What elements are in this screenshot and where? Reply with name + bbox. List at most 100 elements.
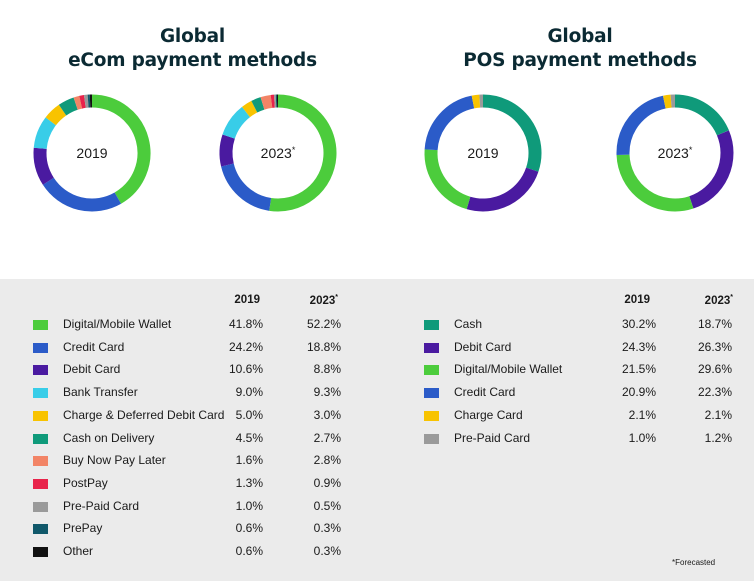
pos-donut-2023-slice-0 bbox=[674, 94, 729, 136]
value-2023: 2.1% bbox=[704, 407, 732, 422]
value-2023: 2.8% bbox=[313, 453, 341, 468]
legend-label: Pre-Paid Card bbox=[63, 498, 140, 513]
value-2019: 1.0% bbox=[628, 430, 656, 445]
legend-row: Pre-Paid Card 1.0% 1.2% bbox=[424, 430, 744, 448]
ecom-donut-2019-slice-3 bbox=[33, 117, 57, 150]
legend-row: Pre-Paid Card 1.0% 0.5% bbox=[33, 498, 353, 516]
pos-donut-2019-slice-0 bbox=[482, 94, 542, 172]
legend-row: Charge & Deferred Debit Card 5.0% 3.0% bbox=[33, 407, 353, 425]
legend-label: Pre-Paid Card bbox=[454, 430, 531, 445]
legend-row: Debit Card 24.3% 26.3% bbox=[424, 339, 744, 357]
legend-row: PrePay 0.6% 0.3% bbox=[33, 520, 353, 538]
legend-swatch bbox=[33, 365, 48, 376]
legend-label: Digital/Mobile Wallet bbox=[63, 317, 172, 331]
ecom-donut-2019-slice-2 bbox=[33, 147, 54, 185]
legend-label: PostPay bbox=[63, 475, 108, 490]
pos-donut-2023-slice-3 bbox=[616, 95, 666, 156]
ecom-chart-title: Global eCom payment methods bbox=[20, 25, 365, 73]
value-2019: 30.2% bbox=[621, 317, 656, 331]
ecom-header-2023: 2023* bbox=[309, 294, 338, 307]
ecom-donut-2019-slice-4 bbox=[45, 104, 67, 126]
value-2019: 24.3% bbox=[621, 339, 656, 354]
legend-swatch bbox=[33, 524, 48, 535]
pos-donut-2019-slice-1 bbox=[466, 167, 539, 212]
value-2023: 29.6% bbox=[697, 362, 732, 377]
value-2019: 0.6% bbox=[235, 544, 263, 558]
value-2023: 0.3% bbox=[313, 521, 341, 536]
legend-label: Credit Card bbox=[454, 385, 516, 400]
legend-label: PrePay bbox=[63, 521, 103, 536]
legend-swatch bbox=[33, 320, 48, 330]
legend-label: Charge Card bbox=[454, 407, 523, 422]
value-2019: 24.2% bbox=[228, 339, 263, 354]
pos-donut-2023-slice-4 bbox=[662, 94, 672, 109]
pos-title-line1: Global bbox=[547, 26, 613, 47]
value-2023: 0.5% bbox=[313, 498, 341, 513]
legend-row: Debit Card 10.6% 8.8% bbox=[33, 361, 353, 379]
legend-swatch bbox=[33, 456, 48, 467]
pos-donut-2023-slice-2 bbox=[616, 154, 694, 212]
legend-label: Digital/Mobile Wallet bbox=[454, 362, 563, 377]
legend-label: Other bbox=[63, 544, 94, 558]
value-2023: 22.3% bbox=[697, 385, 732, 400]
ecom-donut-2023-slice-3 bbox=[222, 106, 251, 139]
legend-label: Cash on Delivery bbox=[63, 430, 155, 445]
ecom-donut-2023-slice-4 bbox=[242, 100, 258, 118]
ecom-title-line2: eCom payment methods bbox=[68, 50, 317, 71]
legend-swatch bbox=[424, 410, 439, 421]
legend-swatch bbox=[33, 410, 48, 421]
value-2019: 10.6% bbox=[228, 362, 263, 377]
ecom-donut-2023-slice-0 bbox=[269, 94, 337, 212]
ecom-donut-2019-slice-7 bbox=[79, 95, 86, 109]
value-2023: 0.3% bbox=[313, 544, 341, 558]
legend-label: Charge & Deferred Debit Card bbox=[63, 407, 225, 422]
legend-swatch bbox=[33, 478, 48, 489]
legend-swatch bbox=[33, 342, 48, 353]
value-2023: 26.3% bbox=[697, 339, 732, 354]
value-2019: 5.0% bbox=[235, 407, 263, 422]
donut-charts: 2019 2023* 2019 2023* bbox=[33, 94, 734, 212]
legend-swatch bbox=[424, 320, 439, 330]
ecom-title-line1: Global bbox=[159, 26, 226, 47]
value-2023: 1.2% bbox=[704, 430, 732, 445]
ecom-donut-2019-slice-6 bbox=[73, 95, 83, 110]
value-2023: 18.8% bbox=[306, 339, 341, 354]
value-2019: 1.0% bbox=[235, 498, 263, 513]
value-2019: 1.6% bbox=[235, 453, 263, 468]
pos-donut-2023-center-label: 2023* bbox=[658, 145, 693, 161]
ecom-donut-2019-slice-5 bbox=[58, 97, 78, 116]
legend-row: Charge Card 2.1% 2.1% bbox=[424, 407, 744, 425]
legend-row: Cash on Delivery 4.5% 2.7% bbox=[33, 430, 353, 448]
legend-row: Bank Transfer 9.0% 9.3% bbox=[33, 384, 353, 402]
legend-label: Debit Card bbox=[454, 339, 512, 354]
legend-swatch bbox=[424, 342, 439, 353]
legend-panel bbox=[0, 279, 754, 581]
value-2023: 18.7% bbox=[697, 317, 732, 331]
value-2023: 2.7% bbox=[313, 430, 341, 445]
ecom-donut-2023-slice-6 bbox=[260, 94, 273, 110]
value-2023: 3.0% bbox=[313, 407, 341, 422]
pos-header-2019: 2019 bbox=[624, 294, 650, 306]
legend-label: Cash bbox=[454, 317, 483, 331]
legend-swatch bbox=[33, 388, 48, 399]
legend-label: Bank Transfer bbox=[63, 385, 138, 400]
value-2019: 4.5% bbox=[235, 430, 263, 445]
ecom-donut-2023-center-label: 2023* bbox=[261, 145, 296, 161]
value-2019: 9.0% bbox=[235, 385, 263, 400]
pos-chart-title: Global POS payment methods bbox=[400, 25, 754, 73]
value-2019: 1.3% bbox=[235, 475, 263, 490]
ecom-donut-2019-slice-1 bbox=[42, 177, 122, 212]
legend-label: Buy Now Pay Later bbox=[63, 453, 166, 468]
value-2019: 0.6% bbox=[235, 521, 263, 536]
legend-row: Cash 30.2% 18.7% bbox=[424, 316, 744, 334]
legend-row: Credit Card 20.9% 22.3% bbox=[424, 384, 744, 402]
value-2019: 2.1% bbox=[628, 407, 656, 422]
legend-swatch bbox=[424, 365, 439, 376]
ecom-donut-2019-center-label: 2019 bbox=[76, 145, 107, 161]
value-2023: 52.2% bbox=[306, 317, 341, 331]
legend-row: Credit Card 24.2% 18.8% bbox=[33, 339, 353, 357]
value-2023: 0.9% bbox=[313, 475, 341, 490]
legend-row: Digital/Mobile Wallet 21.5% 29.6% bbox=[424, 361, 744, 379]
legend-swatch bbox=[424, 433, 439, 444]
value-2019: 21.5% bbox=[621, 362, 656, 377]
